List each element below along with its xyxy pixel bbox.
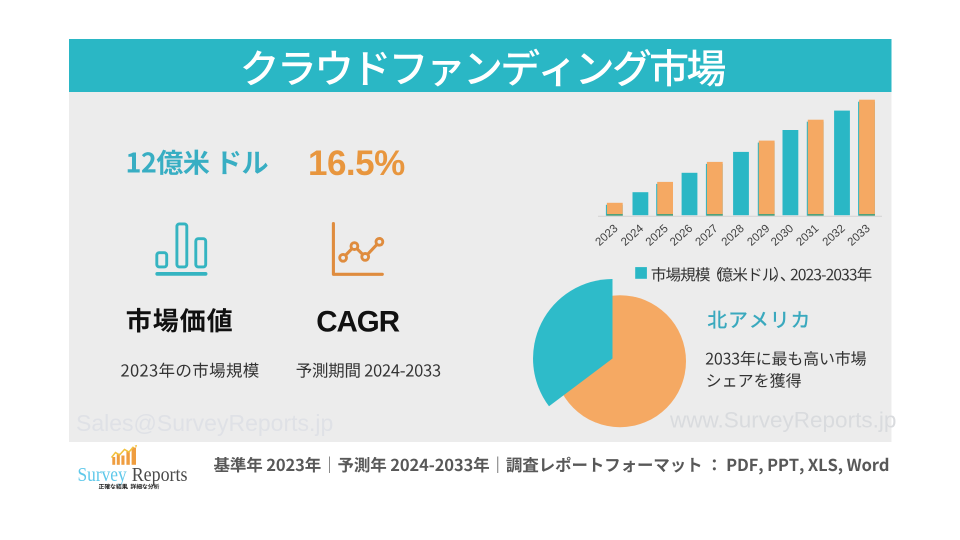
svg-text:16.5%: 16.5% [308,144,405,183]
svg-text:Reports: Reports [132,464,188,486]
svg-text:Survey: Survey [78,464,128,486]
svg-text:CAGR: CAGR [316,306,400,339]
svg-text:Sales@SurveyReports.jp: Sales@SurveyReports.jp [76,410,333,436]
svg-text:www.SurveyReports.jp: www.SurveyReports.jp [669,408,896,433]
